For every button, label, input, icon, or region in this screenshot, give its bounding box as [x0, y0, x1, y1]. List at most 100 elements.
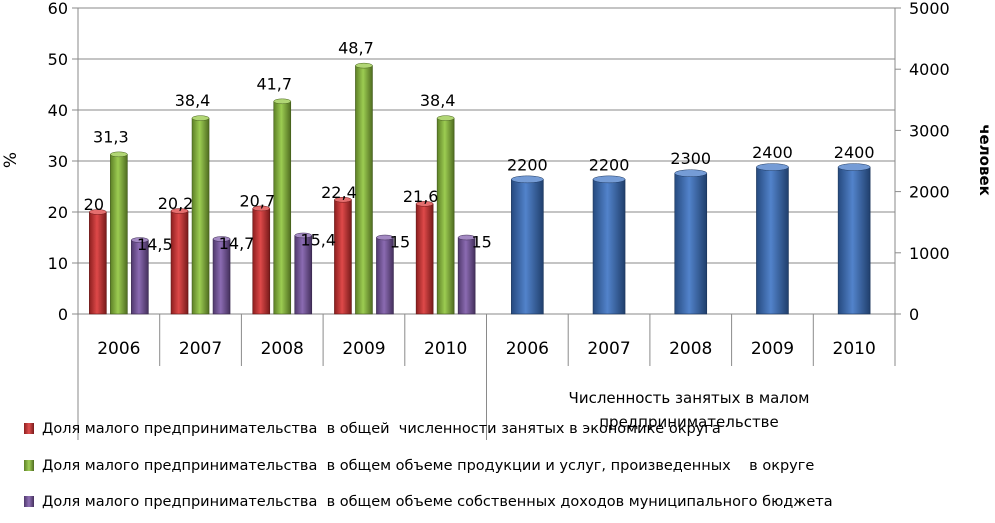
y-right-tick-label: 4000: [909, 60, 950, 79]
x-tick-label: 2009: [342, 339, 385, 359]
legend-swatch: [24, 460, 34, 471]
x-tick-label: 2010: [833, 339, 876, 359]
bar-top: [252, 205, 270, 212]
bar: [674, 169, 708, 315]
x-tick-label: 2007: [179, 339, 222, 359]
data-label: 38,4: [175, 91, 211, 110]
y-right-tick-label: 1000: [909, 244, 950, 263]
legend-swatch: [24, 423, 34, 434]
bar-body: [592, 179, 626, 315]
y-left-tick-label: 0: [58, 305, 68, 324]
bar-body: [756, 166, 789, 315]
bar-top: [131, 237, 149, 243]
data-label: 22,4: [321, 183, 357, 202]
y-right-tick-label: 2000: [909, 183, 950, 202]
bar-body: [355, 65, 373, 315]
bar-body: [252, 208, 271, 315]
x-tick-label: 2009: [751, 339, 794, 359]
bar-top: [170, 208, 189, 214]
bar: [592, 175, 626, 315]
legend-swatch: [24, 496, 34, 507]
bar: [756, 163, 789, 315]
bars: [89, 62, 871, 315]
data-label: 14,5: [137, 235, 173, 254]
bar: [252, 205, 271, 315]
bar: [110, 151, 128, 315]
bar-top: [191, 115, 210, 121]
bar: [837, 163, 871, 315]
data-label: 2300: [670, 149, 711, 168]
data-label: 20: [84, 195, 104, 214]
x-tick-label: 2006: [506, 339, 549, 359]
bar-top: [212, 236, 231, 242]
bar-top: [355, 62, 373, 69]
y-right-tick-label: 0: [909, 305, 919, 324]
y-left-tick-label: 10: [48, 254, 68, 273]
bar: [457, 234, 476, 315]
x-tick-label: 2008: [261, 339, 304, 359]
data-label: 15: [390, 233, 410, 252]
data-label: 31,3: [93, 127, 129, 146]
bar: [212, 236, 231, 315]
y-right-tick-label: 3000: [909, 121, 950, 140]
bar-top: [376, 234, 394, 241]
data-label: 38,4: [420, 91, 456, 110]
bar-body: [837, 166, 871, 315]
x-tick-label: 2007: [587, 339, 630, 359]
bar-top: [837, 163, 871, 171]
data-label: 15,4: [300, 230, 336, 249]
bar: [170, 208, 189, 315]
y-right-tick-label: 5000: [909, 0, 950, 18]
bar: [89, 209, 107, 315]
bar-top: [756, 163, 789, 171]
y-axis-left-label: %: [1, 152, 21, 168]
data-label: 2200: [507, 155, 548, 174]
bar-body: [110, 154, 128, 315]
bar-top: [457, 234, 476, 241]
legend-label: Доля малого предпринимательства в общем …: [42, 458, 815, 474]
category-group-label: Численность занятых в малом: [569, 389, 810, 407]
bar-top: [511, 175, 544, 184]
legend-label: Доля малого предпринимательства в общей …: [42, 421, 721, 437]
y-axis-right-label: человек: [976, 124, 994, 196]
bar-top: [436, 115, 455, 121]
bar-top: [89, 209, 107, 215]
bar-body: [436, 117, 455, 315]
y-left-tick-label: 40: [48, 101, 68, 120]
bar: [191, 115, 210, 315]
bar-top: [592, 175, 626, 184]
legend-label: Доля малого предпринимательства в общем …: [42, 494, 833, 510]
bar-top: [674, 169, 707, 177]
x-tick-label: 2010: [424, 339, 467, 359]
bar-body: [674, 172, 708, 315]
bar-body: [415, 203, 434, 315]
axes: 0 10 20 30 40 50 60 0 1000 2000 3000 4000 5000 2006 20…: [48, 0, 950, 440]
data-label: 2200: [589, 155, 630, 174]
legend-item: Доля малого предпринимательства в общем …: [24, 458, 984, 474]
data-label: 20,2: [158, 194, 194, 213]
data-label: 15: [471, 233, 491, 252]
bar-body: [511, 179, 544, 315]
data-label: 2400: [752, 143, 793, 162]
bar-body: [89, 211, 107, 315]
bar: [273, 98, 292, 315]
y-left-tick-label: 60: [48, 0, 68, 18]
bar: [131, 237, 149, 315]
bar-body: [273, 101, 292, 315]
data-label: 21,6: [403, 187, 439, 206]
bar: [436, 115, 455, 315]
bar: [415, 201, 434, 315]
data-label: 20,7: [239, 191, 275, 210]
bar-top: [415, 201, 434, 207]
data-label: 41,7: [256, 74, 292, 93]
bar: [355, 62, 373, 315]
data-label: 48,7: [338, 39, 374, 58]
bar: [376, 234, 394, 315]
bar-body: [334, 199, 352, 315]
bar: [511, 175, 544, 315]
bar-body: [170, 210, 189, 315]
bar-body: [191, 117, 210, 315]
category-group-label-line2: предпринимательстве: [599, 413, 779, 431]
bar-top: [294, 232, 312, 239]
